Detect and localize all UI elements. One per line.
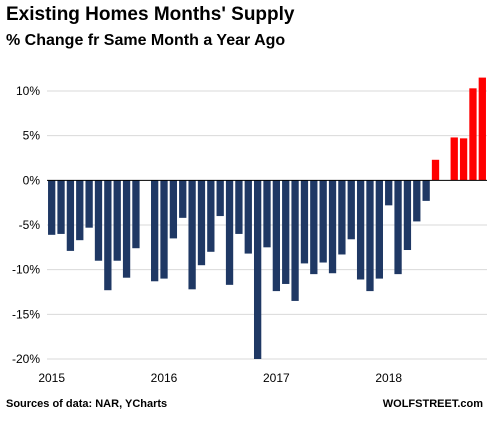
- bar: [338, 180, 346, 255]
- bar: [207, 180, 215, 252]
- bar: [272, 180, 281, 292]
- bar: [319, 180, 327, 263]
- bar: [169, 180, 178, 239]
- bar: [179, 180, 187, 218]
- bar: [197, 180, 206, 266]
- bar: [253, 180, 262, 359]
- bar: [151, 180, 159, 282]
- bar: [413, 180, 421, 222]
- bar: [244, 180, 252, 254]
- bar: [66, 180, 75, 251]
- chart-subtitle: % Change fr Same Month a Year Ago: [6, 32, 286, 49]
- source-note: Sources of data: NAR, YCharts: [6, 398, 168, 410]
- bar: [469, 88, 477, 181]
- x-tick-label: 2018: [375, 371, 402, 385]
- bar: [85, 180, 93, 228]
- bar: [216, 180, 224, 217]
- bar: [356, 180, 365, 280]
- bar: [328, 180, 337, 274]
- bar: [375, 180, 383, 279]
- brand-label: WOLFSTREET.com: [382, 398, 483, 410]
- bars: [48, 77, 486, 359]
- x-axis-tick-labels: 2015 2016 2017 2018: [38, 371, 402, 385]
- bar: [122, 180, 131, 278]
- y-tick-label: 0%: [23, 173, 41, 187]
- y-tick-label: -20%: [12, 352, 40, 366]
- bar: [431, 159, 440, 181]
- y-axis-tick-labels: 10% 5% 0% -5% -10% -15% -20%: [12, 84, 40, 366]
- bar: [113, 180, 121, 261]
- bar: [263, 180, 271, 248]
- bar: [94, 180, 103, 261]
- bar: [76, 180, 84, 241]
- x-tick-label: 2015: [38, 371, 65, 385]
- bar: [48, 180, 56, 235]
- bar: [132, 180, 140, 249]
- bar: [450, 137, 458, 181]
- x-tick-label: 2017: [263, 371, 290, 385]
- y-tick-label: 5%: [23, 129, 41, 143]
- bar: [235, 180, 243, 234]
- bar: [459, 138, 468, 181]
- chart-title: Existing Homes Months' Supply: [6, 4, 295, 25]
- bar: [478, 77, 486, 181]
- y-tick-label: -5%: [19, 218, 41, 232]
- bar: [282, 180, 290, 284]
- bar: [422, 180, 430, 201]
- bar: [57, 180, 65, 234]
- x-tick-label: 2016: [151, 371, 178, 385]
- bar: [347, 180, 355, 240]
- bar: [403, 180, 412, 251]
- bar: [366, 180, 374, 292]
- y-tick-label: -15%: [12, 307, 40, 321]
- y-tick-label: 10%: [16, 84, 40, 98]
- bar: [300, 180, 309, 264]
- bar: [104, 180, 112, 291]
- y-tick-label: -10%: [12, 263, 40, 277]
- bar: [188, 180, 196, 290]
- bar: [394, 180, 402, 275]
- bar: [225, 180, 234, 285]
- bar: [385, 180, 393, 206]
- bar: [310, 180, 318, 275]
- bar: [160, 180, 168, 279]
- bar: [291, 180, 299, 301]
